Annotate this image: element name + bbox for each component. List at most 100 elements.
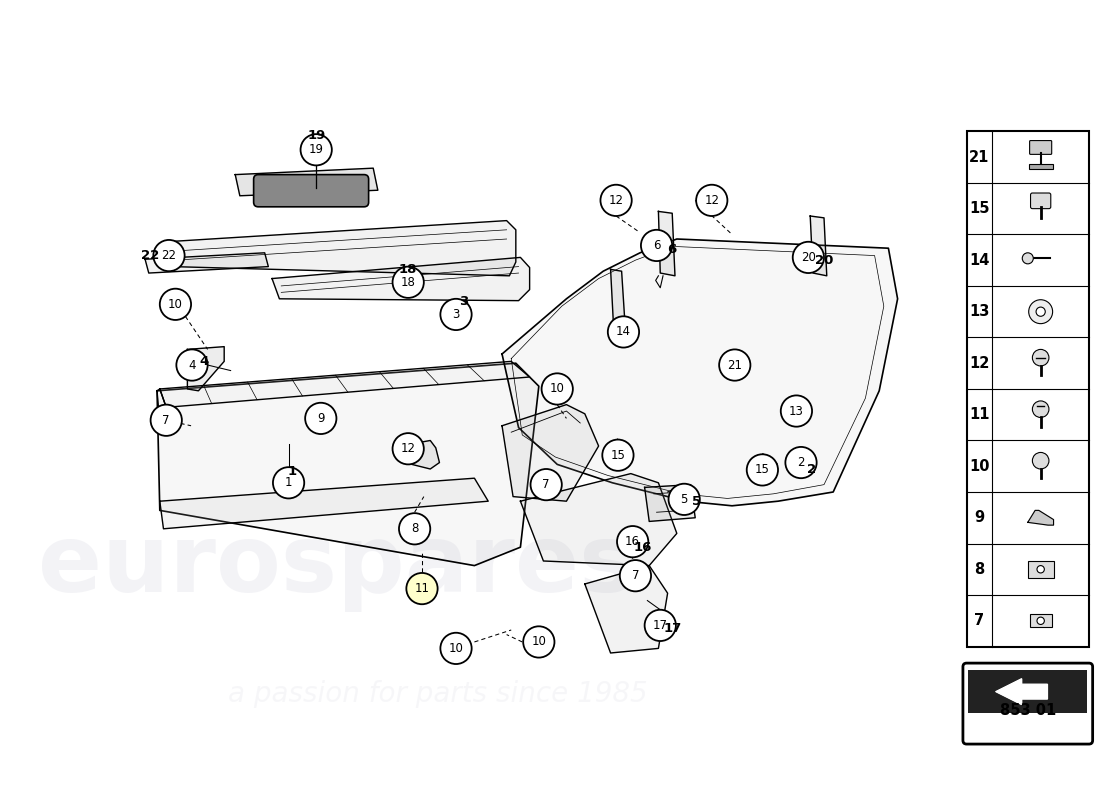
Text: 2: 2 bbox=[806, 463, 816, 477]
Circle shape bbox=[781, 395, 812, 426]
Text: 7: 7 bbox=[542, 478, 550, 491]
Circle shape bbox=[669, 484, 700, 515]
Bar bbox=[968, 670, 1087, 713]
Text: 20: 20 bbox=[801, 251, 816, 264]
Text: 16: 16 bbox=[634, 541, 652, 554]
Text: 10: 10 bbox=[449, 642, 463, 655]
Polygon shape bbox=[520, 474, 676, 566]
Circle shape bbox=[440, 633, 472, 664]
Text: 19: 19 bbox=[309, 143, 323, 156]
FancyBboxPatch shape bbox=[254, 174, 368, 207]
Polygon shape bbox=[811, 216, 827, 276]
FancyBboxPatch shape bbox=[962, 663, 1092, 744]
Text: 21: 21 bbox=[969, 150, 990, 165]
Text: eurospares: eurospares bbox=[37, 519, 635, 611]
Bar bbox=[1028, 165, 1053, 169]
Circle shape bbox=[617, 526, 648, 558]
Text: 9: 9 bbox=[975, 510, 984, 526]
Polygon shape bbox=[659, 211, 675, 276]
Circle shape bbox=[530, 469, 562, 500]
Text: 16: 16 bbox=[625, 535, 640, 548]
Circle shape bbox=[608, 316, 639, 347]
Circle shape bbox=[1037, 617, 1044, 625]
Circle shape bbox=[151, 405, 182, 436]
Circle shape bbox=[1033, 453, 1049, 469]
Text: 13: 13 bbox=[789, 405, 804, 418]
Text: 4: 4 bbox=[199, 355, 209, 368]
Circle shape bbox=[641, 230, 672, 261]
Circle shape bbox=[440, 299, 472, 330]
Polygon shape bbox=[502, 239, 898, 506]
Polygon shape bbox=[160, 362, 529, 407]
Text: 14: 14 bbox=[969, 253, 990, 268]
Polygon shape bbox=[502, 405, 598, 501]
Text: 10: 10 bbox=[168, 298, 183, 311]
Text: 12: 12 bbox=[969, 356, 990, 370]
Circle shape bbox=[785, 447, 816, 478]
Text: 4: 4 bbox=[188, 358, 196, 371]
Circle shape bbox=[406, 573, 438, 604]
Text: 8: 8 bbox=[975, 562, 984, 577]
Circle shape bbox=[399, 513, 430, 545]
Text: 7: 7 bbox=[631, 570, 639, 582]
Text: 7: 7 bbox=[163, 414, 170, 426]
Circle shape bbox=[601, 185, 631, 216]
Text: 15: 15 bbox=[755, 463, 770, 477]
Text: 5: 5 bbox=[681, 493, 688, 506]
Polygon shape bbox=[166, 221, 516, 276]
Bar bbox=[1030, 614, 1052, 627]
Circle shape bbox=[160, 289, 191, 320]
Text: 7: 7 bbox=[975, 614, 984, 628]
Polygon shape bbox=[410, 441, 440, 469]
Bar bbox=[967, 131, 1089, 646]
Circle shape bbox=[1033, 350, 1049, 366]
Circle shape bbox=[619, 560, 651, 591]
Polygon shape bbox=[157, 363, 539, 566]
FancyBboxPatch shape bbox=[1030, 141, 1052, 154]
Text: 15: 15 bbox=[610, 449, 626, 462]
Text: 1: 1 bbox=[285, 476, 293, 490]
Circle shape bbox=[719, 350, 750, 381]
Circle shape bbox=[393, 433, 424, 464]
Circle shape bbox=[1033, 401, 1049, 418]
Polygon shape bbox=[187, 346, 224, 391]
Polygon shape bbox=[645, 485, 695, 522]
Text: 20: 20 bbox=[815, 254, 833, 266]
Polygon shape bbox=[145, 253, 268, 273]
Circle shape bbox=[300, 134, 332, 166]
Circle shape bbox=[793, 242, 824, 273]
Circle shape bbox=[645, 610, 675, 641]
Text: 18: 18 bbox=[400, 276, 416, 289]
Circle shape bbox=[305, 402, 337, 434]
Text: 8: 8 bbox=[411, 522, 418, 535]
Circle shape bbox=[541, 374, 573, 405]
Text: 18: 18 bbox=[399, 263, 417, 276]
Text: 22: 22 bbox=[142, 249, 160, 262]
Text: 1: 1 bbox=[288, 466, 297, 478]
Circle shape bbox=[747, 454, 778, 486]
Text: 12: 12 bbox=[704, 194, 719, 207]
Text: 22: 22 bbox=[162, 249, 176, 262]
Text: 17: 17 bbox=[652, 619, 668, 632]
Text: 6: 6 bbox=[652, 239, 660, 252]
Circle shape bbox=[696, 185, 727, 216]
FancyBboxPatch shape bbox=[1031, 193, 1050, 209]
Circle shape bbox=[393, 266, 424, 298]
Text: 2: 2 bbox=[798, 456, 805, 469]
Text: 9: 9 bbox=[317, 412, 324, 425]
Text: 21: 21 bbox=[727, 358, 742, 371]
Text: 12: 12 bbox=[400, 442, 416, 455]
Text: 10: 10 bbox=[969, 458, 990, 474]
Text: 14: 14 bbox=[616, 326, 631, 338]
Text: 11: 11 bbox=[969, 407, 990, 422]
Polygon shape bbox=[585, 566, 668, 653]
Text: 13: 13 bbox=[969, 304, 990, 319]
Text: 15: 15 bbox=[969, 201, 990, 216]
Circle shape bbox=[176, 350, 208, 381]
Polygon shape bbox=[610, 270, 626, 343]
Polygon shape bbox=[272, 258, 529, 301]
Text: 3: 3 bbox=[459, 295, 468, 308]
Circle shape bbox=[1022, 253, 1033, 264]
Circle shape bbox=[153, 240, 185, 271]
Text: 17: 17 bbox=[664, 622, 682, 634]
